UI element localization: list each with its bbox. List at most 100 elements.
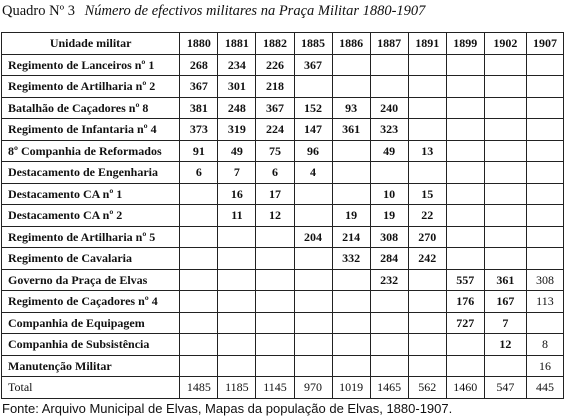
table-row: Regimento de Caçadores nº 4 176 167 113 bbox=[0, 290, 565, 313]
value-cell bbox=[293, 333, 333, 356]
value-cell bbox=[331, 268, 371, 291]
total-value-cell: 1145 bbox=[255, 376, 295, 399]
unit-name-cell: Regimento de Artilharia nº 2 bbox=[0, 75, 181, 98]
total-value-cell: 1019 bbox=[331, 376, 371, 399]
value-cell bbox=[255, 247, 295, 270]
value-cell bbox=[407, 290, 447, 313]
value-cell bbox=[525, 139, 565, 162]
value-cell: 93 bbox=[331, 96, 371, 119]
value-cell: 49 bbox=[217, 139, 257, 162]
value-cell: 204 bbox=[293, 225, 333, 248]
column-header-year: 1887 bbox=[369, 32, 409, 55]
column-header-year: 1907 bbox=[525, 32, 565, 55]
value-cell: 4 bbox=[293, 161, 333, 184]
value-cell bbox=[369, 53, 409, 76]
value-cell: 10 bbox=[369, 182, 409, 205]
value-cell bbox=[331, 354, 371, 377]
value-cell: 12 bbox=[255, 204, 295, 227]
table-row: Regimento de Lanceiros nº 1 268 234 226 367 bbox=[0, 53, 565, 76]
value-cell: 13 bbox=[407, 139, 447, 162]
total-value-cell: 1460 bbox=[445, 376, 485, 399]
value-cell: 218 bbox=[255, 75, 295, 98]
source-note: Fonte: Arquivo Municipal de Elvas, Mapas… bbox=[2, 401, 453, 416]
value-cell bbox=[217, 333, 257, 356]
column-header-year: 1891 bbox=[407, 32, 447, 55]
value-cell bbox=[483, 182, 527, 205]
unit-name-cell: Destacamento de Engenharia bbox=[0, 161, 181, 184]
value-cell: 214 bbox=[331, 225, 371, 248]
caption-title: Número de efectivos militares na Praça M… bbox=[84, 3, 426, 19]
unit-name-cell: Regimento de Artilharia nº 5 bbox=[0, 225, 181, 248]
column-header-year: 1902 bbox=[483, 32, 527, 55]
total-value-cell: 547 bbox=[483, 376, 527, 399]
value-cell: 319 bbox=[217, 118, 257, 141]
unit-name-cell: Governo da Praça de Elvas bbox=[0, 268, 181, 291]
value-cell bbox=[179, 225, 219, 248]
table-header-row: Unidade militar 1880 1881 1882 1885 1886 1887 1… bbox=[0, 32, 565, 55]
value-cell bbox=[293, 182, 333, 205]
value-cell: 361 bbox=[483, 268, 527, 291]
value-cell bbox=[525, 75, 565, 98]
value-cell: 234 bbox=[217, 53, 257, 76]
value-cell bbox=[445, 225, 485, 248]
table-row: Regimento de Cavalaria 332 284 242 bbox=[0, 247, 565, 270]
column-header-year: 1886 bbox=[331, 32, 371, 55]
value-cell bbox=[483, 118, 527, 141]
value-cell bbox=[331, 75, 371, 98]
value-cell bbox=[179, 247, 219, 270]
value-cell bbox=[293, 311, 333, 334]
value-cell bbox=[255, 290, 295, 313]
value-cell bbox=[407, 118, 447, 141]
unit-name-cell: Batalhão de Caçadores nº 8 bbox=[0, 96, 181, 119]
table-row: Batalhão de Caçadores nº 8 381 248 367 152 93… bbox=[0, 96, 565, 119]
value-cell: 308 bbox=[525, 268, 565, 291]
unit-name-cell: Regimento de Infantaria nº 4 bbox=[0, 118, 181, 141]
value-cell: 167 bbox=[483, 290, 527, 313]
value-cell bbox=[293, 247, 333, 270]
value-cell bbox=[483, 204, 527, 227]
value-cell: 270 bbox=[407, 225, 447, 248]
value-cell: 7 bbox=[483, 311, 527, 334]
military-personnel-table: Unidade militar 1880 1881 1882 1885 1886 1887 1… bbox=[0, 32, 565, 399]
value-cell bbox=[331, 53, 371, 76]
value-cell bbox=[331, 333, 371, 356]
unit-name-cell: Companhia de Equipagem bbox=[0, 311, 181, 334]
value-cell bbox=[445, 53, 485, 76]
value-cell bbox=[483, 75, 527, 98]
value-cell bbox=[407, 53, 447, 76]
value-cell: 6 bbox=[179, 161, 219, 184]
total-value-cell: 1185 bbox=[217, 376, 257, 399]
value-cell bbox=[217, 268, 257, 291]
value-cell bbox=[445, 204, 485, 227]
value-cell bbox=[369, 161, 409, 184]
value-cell bbox=[293, 354, 333, 377]
column-header-year: 1885 bbox=[293, 32, 333, 55]
value-cell bbox=[255, 268, 295, 291]
value-cell bbox=[293, 290, 333, 313]
value-cell bbox=[255, 311, 295, 334]
value-cell bbox=[331, 182, 371, 205]
table-row: Regimento de Artilharia nº 5 204 214 308 270 bbox=[0, 225, 565, 248]
value-cell bbox=[525, 225, 565, 248]
table-row: Regimento de Artilharia nº 2 367 301 218 bbox=[0, 75, 565, 98]
value-cell: 113 bbox=[525, 290, 565, 313]
table-caption: Quadro Nº 3 Número de efectivos militare… bbox=[2, 3, 425, 20]
value-cell bbox=[445, 247, 485, 270]
value-cell bbox=[445, 161, 485, 184]
value-cell bbox=[255, 225, 295, 248]
unit-name-cell: Companhia de Subsistência bbox=[0, 333, 181, 356]
value-cell: 248 bbox=[217, 96, 257, 119]
value-cell: 367 bbox=[179, 75, 219, 98]
value-cell: 557 bbox=[445, 268, 485, 291]
table-row: Companhia de Equipagem 727 7 bbox=[0, 311, 565, 334]
unit-name-cell: Regimento de Caçadores nº 4 bbox=[0, 290, 181, 313]
value-cell bbox=[369, 354, 409, 377]
value-cell bbox=[293, 75, 333, 98]
value-cell bbox=[445, 75, 485, 98]
total-value-cell: 445 bbox=[525, 376, 565, 399]
value-cell bbox=[445, 96, 485, 119]
value-cell bbox=[525, 311, 565, 334]
value-cell bbox=[179, 268, 219, 291]
value-cell bbox=[179, 311, 219, 334]
value-cell bbox=[179, 182, 219, 205]
